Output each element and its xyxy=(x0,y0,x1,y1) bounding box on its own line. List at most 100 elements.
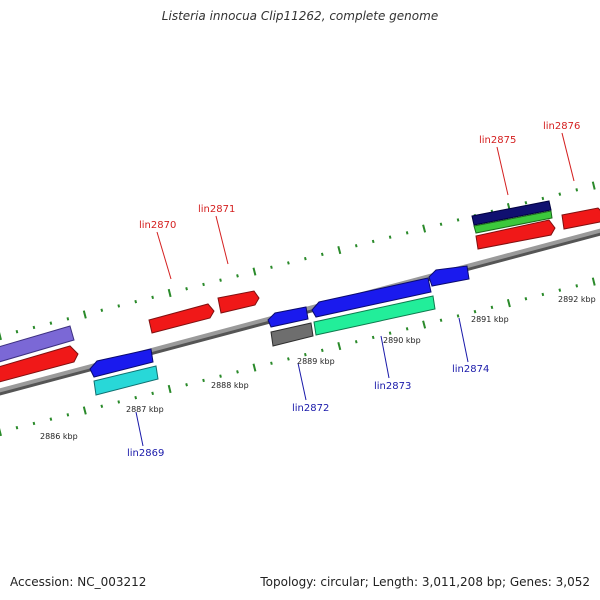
forward-track-tick xyxy=(32,325,36,330)
reverse-track-tick xyxy=(558,288,562,292)
reverse-track-tick xyxy=(320,348,324,353)
gene-arrow-lin2870 xyxy=(148,303,215,334)
gene-label-lin2875: lin2875 xyxy=(479,135,516,146)
kbp-label-2888: 2888 kbp xyxy=(211,381,249,390)
gene-label-lin2873: lin2873 xyxy=(374,381,411,392)
reverse-track-tick xyxy=(236,370,239,374)
leader-lin2870 xyxy=(156,231,172,280)
reverse-track-tick xyxy=(506,298,511,308)
leader-lin2873 xyxy=(380,335,390,379)
reverse-track-tick xyxy=(134,395,138,400)
gene-arrow-lin2871 xyxy=(217,290,260,314)
reverse-track-tick xyxy=(287,357,290,361)
gene-leader-lines xyxy=(135,132,575,447)
reverse-track-tick xyxy=(575,284,579,288)
kbp-label-2887: 2887 kbp xyxy=(126,405,164,414)
reverse-genes xyxy=(89,265,470,396)
reverse-track-tick xyxy=(591,277,596,286)
leader-lin2874 xyxy=(458,317,469,363)
gene-arrow-lin2872 xyxy=(267,306,309,328)
forward-track-tick xyxy=(15,329,19,334)
forward-track-tick xyxy=(558,192,562,196)
reverse-track-tick xyxy=(371,335,375,340)
forward-track-tick xyxy=(456,218,460,222)
reverse-track-tick xyxy=(66,413,70,417)
kbp-label-2889: 2889 kbp xyxy=(297,357,335,366)
forward-track-tick xyxy=(66,317,70,321)
reverse-track-tick xyxy=(100,404,104,408)
forward-track-tick xyxy=(422,224,427,233)
reverse-track-tick xyxy=(541,292,545,297)
forward-track-tick xyxy=(354,244,358,248)
reverse-track-tick xyxy=(456,314,460,318)
forward-track-tick xyxy=(591,181,596,190)
forward-track-tick xyxy=(167,288,172,298)
gene-label-lin2870: lin2870 xyxy=(139,220,176,231)
kbp-label-2886: 2886 kbp xyxy=(40,432,78,441)
genome-title: Listeria innocua Clip11262, complete gen… xyxy=(161,9,439,23)
gene-arrow-blue-long xyxy=(311,277,432,318)
forward-track-tick xyxy=(151,295,154,300)
reverse-track-tick xyxy=(490,305,494,310)
forward-track-tick xyxy=(252,267,257,276)
gene-arrow-lin2873 xyxy=(313,295,436,336)
reverse-track-tick xyxy=(524,297,528,301)
forward-track-tick xyxy=(524,201,528,205)
reverse-track-tick xyxy=(202,378,205,383)
gene-arrow-lin2875 xyxy=(475,219,556,250)
gene-arrow-red-left xyxy=(0,345,79,383)
forward-track-tick xyxy=(337,245,342,255)
reverse-track-tick xyxy=(15,425,19,430)
leader-lin2871 xyxy=(215,215,229,265)
reverse-track-tick xyxy=(49,417,53,421)
forward-track-tick xyxy=(82,310,87,319)
forward-track-tick xyxy=(49,321,53,325)
gene-arrow-lin2876 xyxy=(561,207,600,230)
forward-track-tick xyxy=(185,287,188,291)
gene-labels: lin2869 lin2870 lin2871 lin2872 lin2873 … xyxy=(127,121,580,459)
leader-lin2875 xyxy=(496,146,509,196)
reverse-track-tick xyxy=(252,363,257,372)
reverse-track-tick xyxy=(219,374,222,378)
reverse-track-tick xyxy=(473,309,477,314)
reverse-track-tick xyxy=(82,406,87,415)
forward-track-tick xyxy=(388,235,392,239)
gene-label-lin2874: lin2874 xyxy=(452,364,489,375)
forward-track-tick xyxy=(541,196,545,201)
reverse-track-tick xyxy=(354,340,358,344)
reverse-track-tick xyxy=(388,331,392,335)
forward-track-tick xyxy=(100,308,104,312)
kbp-labels: 2886 kbp 2887 kbp 2888 kbp 2889 kbp 2890… xyxy=(40,295,596,441)
reverse-track-tick xyxy=(439,318,443,322)
reverse-track-tick xyxy=(405,327,409,331)
reverse-track-tick xyxy=(32,421,36,426)
forward-track-tick xyxy=(270,265,273,269)
leader-lin2869 xyxy=(135,411,144,447)
reverse-track-tick xyxy=(304,352,307,357)
gene-label-lin2869: lin2869 xyxy=(127,448,164,459)
gene-label-lin2871: lin2871 xyxy=(198,204,235,215)
forward-track-tick xyxy=(304,256,307,261)
forward-track-tick xyxy=(202,282,205,287)
reverse-track-tick xyxy=(117,400,121,404)
forward-track-tick xyxy=(371,239,375,244)
reverse-track-tick xyxy=(151,391,154,396)
forward-track-tick xyxy=(134,299,138,304)
gene-arrow-purple xyxy=(0,325,75,363)
reverse-track-tick xyxy=(337,341,342,351)
gene-arrow-grey xyxy=(270,322,314,347)
gene-label-lin2872: lin2872 xyxy=(292,403,329,414)
gene-arrow-cyan xyxy=(93,365,159,396)
reverse-track-tick xyxy=(422,320,427,329)
kbp-label-2892: 2892 kbp xyxy=(558,295,596,304)
forward-track-tick xyxy=(439,222,443,226)
leader-lin2876 xyxy=(561,132,575,182)
gene-arrow-lin2869 xyxy=(89,348,154,378)
kbp-label-2890: 2890 kbp xyxy=(383,336,421,345)
gene-arrow-navy xyxy=(471,200,552,226)
topology-text: Topology: circular; Length: 3,011,208 bp… xyxy=(260,575,590,589)
gene-arrow-green xyxy=(473,210,553,234)
forward-track-tick xyxy=(320,252,324,257)
